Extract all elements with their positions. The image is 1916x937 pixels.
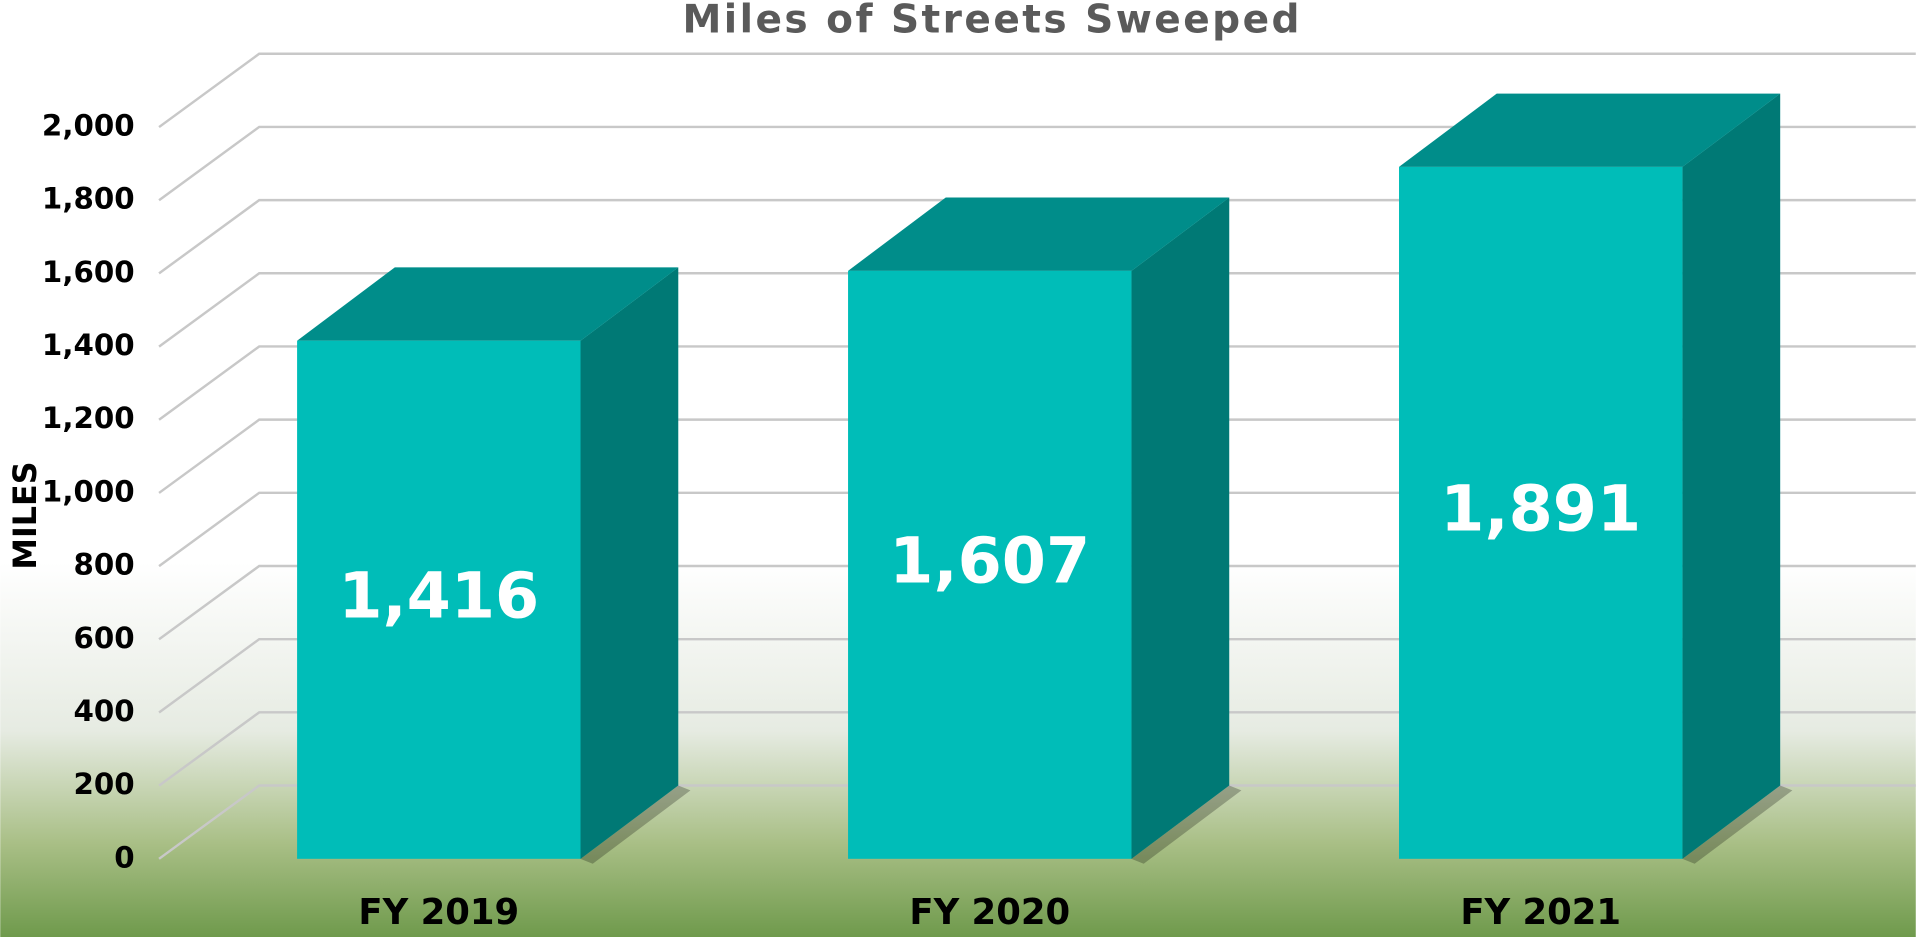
bar-side-shade bbox=[1682, 93, 1781, 859]
grid-line bbox=[158, 491, 1916, 568]
y-tick-label: 400 bbox=[73, 694, 134, 728]
bar bbox=[848, 270, 1132, 859]
y-tick-label: 1,000 bbox=[42, 474, 135, 508]
bar bbox=[297, 340, 581, 859]
bar-top-shade bbox=[1399, 93, 1781, 167]
value-label: 1,607 bbox=[889, 523, 1090, 597]
y-tick-label: 1,400 bbox=[42, 328, 135, 362]
y-tick-label: 200 bbox=[73, 767, 134, 801]
bar-top bbox=[1399, 93, 1781, 167]
bar-shadow bbox=[1131, 785, 1242, 864]
x-tick-label: FY 2020 bbox=[909, 892, 1070, 933]
grid-line bbox=[158, 198, 1916, 275]
bar-top-shade bbox=[848, 197, 1230, 271]
y-tick-label: 1,600 bbox=[42, 255, 135, 289]
bar-top bbox=[297, 267, 679, 341]
y-tick-label: 600 bbox=[73, 621, 134, 655]
bar-side bbox=[1131, 197, 1230, 859]
bar-side-shade bbox=[1131, 197, 1230, 859]
grid-line bbox=[158, 711, 1916, 787]
y-tick-label: 1,800 bbox=[42, 182, 135, 216]
bar-shadow bbox=[1682, 785, 1793, 864]
grid-line bbox=[158, 125, 1916, 202]
grid-line bbox=[158, 564, 1916, 641]
bar-top bbox=[848, 197, 1230, 271]
grid-line bbox=[158, 418, 1916, 494]
value-label: 1,891 bbox=[1440, 471, 1641, 545]
bar-top-shade bbox=[297, 267, 679, 341]
y-tick-label: 0 bbox=[114, 840, 134, 874]
chart-title: Miles of Streets Sweeped bbox=[682, 0, 1302, 42]
bar-shadow bbox=[580, 785, 691, 864]
y-axis-label: MILES bbox=[8, 461, 44, 569]
grid-line bbox=[158, 272, 1916, 348]
value-label: 1,416 bbox=[338, 558, 539, 632]
bar-side bbox=[1682, 93, 1781, 859]
y-tick-label: 1,200 bbox=[42, 401, 135, 435]
grid-line bbox=[158, 345, 1916, 421]
y-tick-label: 2,000 bbox=[42, 109, 135, 143]
x-tick-label: FY 2019 bbox=[358, 892, 519, 933]
grid-line bbox=[158, 784, 1916, 860]
bar bbox=[1399, 166, 1683, 859]
grid-line bbox=[158, 52, 1916, 129]
bar-side bbox=[580, 267, 679, 859]
x-tick-label: FY 2021 bbox=[1460, 892, 1621, 933]
y-tick-label: 800 bbox=[73, 548, 134, 582]
grid-line bbox=[158, 637, 1916, 714]
bar-side-shade bbox=[580, 267, 679, 859]
